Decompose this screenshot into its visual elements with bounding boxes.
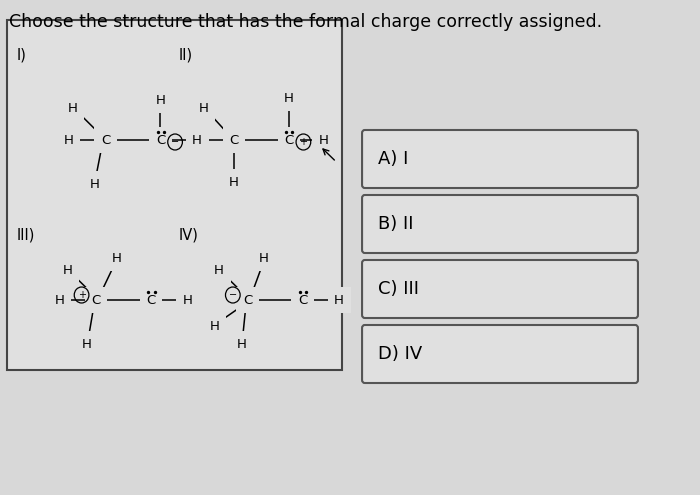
Text: C: C: [298, 294, 307, 306]
Text: H: H: [237, 338, 247, 350]
Text: C: C: [92, 294, 101, 306]
Text: H: H: [214, 263, 224, 277]
Text: H: H: [259, 251, 269, 264]
Text: H: H: [284, 92, 294, 104]
FancyBboxPatch shape: [362, 325, 638, 383]
Text: B) II: B) II: [377, 215, 413, 233]
Text: H: H: [192, 134, 202, 147]
Text: D) IV: D) IV: [377, 345, 422, 363]
Text: +: +: [300, 137, 307, 147]
Text: H: H: [318, 134, 328, 147]
Text: H: H: [155, 94, 165, 106]
Text: −: −: [171, 137, 179, 147]
Text: H: H: [209, 319, 219, 333]
Text: H: H: [55, 294, 64, 306]
Text: H: H: [67, 101, 77, 114]
Text: C: C: [243, 294, 252, 306]
Text: −: −: [229, 290, 237, 300]
Text: C: C: [284, 134, 293, 147]
Text: C: C: [146, 294, 156, 306]
Text: H: H: [64, 134, 74, 147]
Text: H: H: [199, 101, 209, 114]
Text: I): I): [17, 47, 27, 62]
Text: III): III): [17, 227, 35, 242]
Text: +: +: [78, 290, 85, 300]
Text: C) III: C) III: [377, 280, 419, 298]
Text: A) I: A) I: [377, 150, 408, 168]
Text: Choose the structure that has the formal charge correctly assigned.: Choose the structure that has the formal…: [9, 13, 602, 31]
Text: H: H: [90, 178, 99, 191]
Text: H: H: [192, 134, 202, 147]
FancyBboxPatch shape: [362, 130, 638, 188]
Text: H: H: [334, 294, 344, 306]
FancyBboxPatch shape: [362, 260, 638, 318]
FancyBboxPatch shape: [362, 195, 638, 253]
FancyBboxPatch shape: [7, 20, 342, 370]
Text: II): II): [178, 47, 193, 62]
Text: H: H: [229, 176, 239, 189]
Text: IV): IV): [178, 227, 199, 242]
Text: H: H: [63, 263, 73, 277]
Text: C: C: [229, 134, 239, 147]
Text: H: H: [183, 294, 193, 306]
Text: C: C: [101, 134, 110, 147]
Text: H: H: [82, 338, 92, 350]
Text: H: H: [111, 251, 121, 264]
Text: C: C: [156, 134, 165, 147]
